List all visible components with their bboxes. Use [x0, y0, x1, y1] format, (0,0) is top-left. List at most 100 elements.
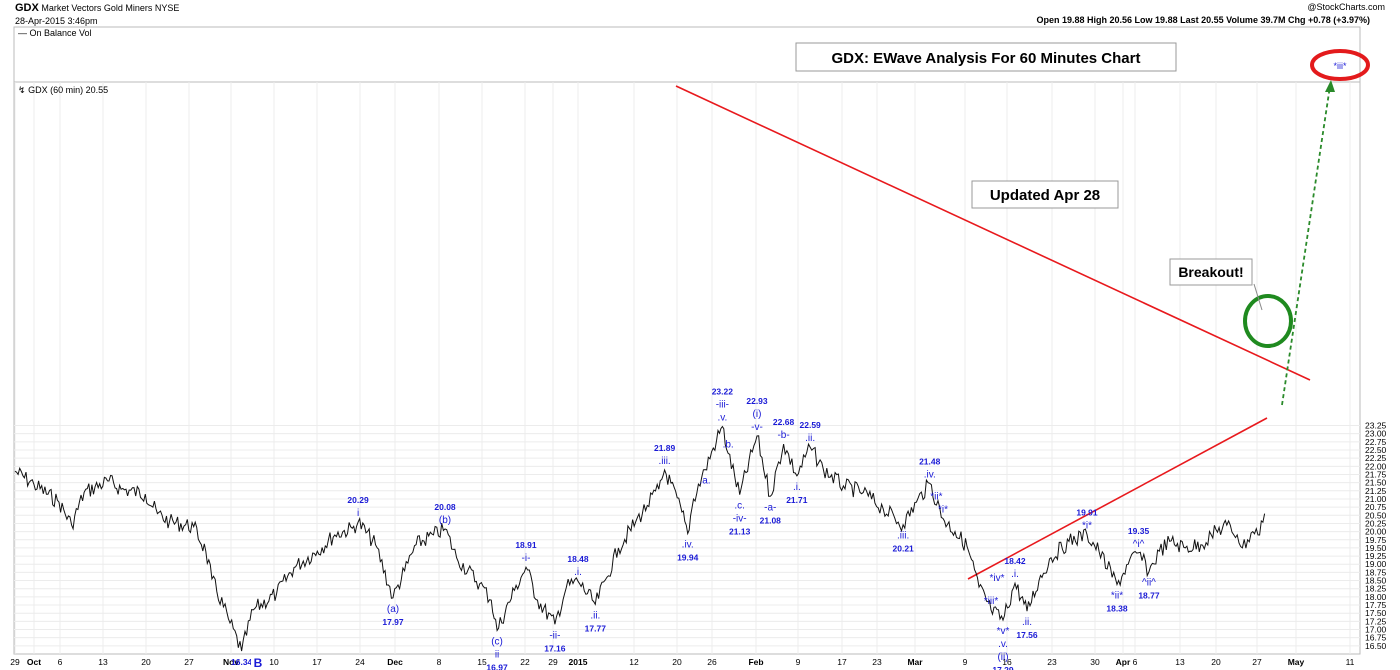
title-box [795, 42, 1177, 72]
x-tick-label: Dec [387, 657, 403, 667]
trendlines [675, 85, 1311, 580]
y-tick-label: 17.50 [1365, 608, 1387, 618]
wave-count-label: (b) [439, 515, 451, 526]
x-axis-ticks: 29 Oct 6 13 20 27 Nov 10 17 24 Dec 8 15 22 29 2015 12 20 2… [10, 657, 1354, 667]
wave-count-label: .c. [734, 501, 745, 512]
wave-price-label: 18.38 [1106, 603, 1128, 613]
x-tick-label: 17 [312, 657, 322, 667]
b-marker: B [254, 656, 263, 670]
upper-resistance-line [675, 85, 1311, 381]
wave-count-label: ^ii^ [1142, 578, 1156, 589]
x-tick-label: 27 [1252, 657, 1262, 667]
wave-price-label: 21.48 [919, 456, 941, 466]
x-tick-label: 27 [184, 657, 194, 667]
wave-count-label: -ii- [549, 630, 560, 641]
wave-price-label: 20.29 [347, 495, 369, 505]
callout-text: Breakout! [1178, 264, 1243, 280]
wave-count-label: *iv* [989, 573, 1004, 584]
wave-price-label: 18.91 [515, 540, 537, 550]
wave-price-label: 21.13 [729, 527, 751, 537]
x-tick-label: May [1288, 657, 1305, 667]
y-tick-label: 18.50 [1365, 576, 1387, 586]
series-text: GDX (60 min) 20.55 [28, 85, 109, 95]
wave-price-label: 21.89 [654, 443, 676, 453]
wave-count-label: .v. [998, 639, 1008, 650]
y-tick-label: 21.25 [1365, 486, 1387, 496]
y-tick-label: 23.25 [1365, 421, 1387, 431]
x-tick-label: Nov [223, 657, 239, 667]
y-tick-label: 18.75 [1365, 567, 1387, 577]
x-tick-label: 6 [1133, 657, 1138, 667]
wave-price-label: 17.56 [1016, 630, 1038, 640]
wave-price-label: 16.97 [486, 662, 508, 670]
wave-price-label: 21.08 [760, 515, 782, 525]
wave-count-label: -iii- [716, 399, 729, 410]
x-tick-label: 29 [10, 657, 20, 667]
wave-price-label: 17.97 [382, 617, 404, 627]
wave-price-label: 22.93 [746, 396, 768, 406]
x-tick-label: 15 [477, 657, 487, 667]
y-tick-label: 19.00 [1365, 559, 1387, 569]
wave-count-label: ii [495, 649, 499, 660]
wave-price-label: 18.77 [1138, 591, 1160, 601]
y-tick-label: 17.25 [1365, 616, 1387, 626]
wave-count-label: -a- [764, 502, 776, 513]
callout-box [1169, 258, 1253, 286]
wave-count-label: .i. [793, 482, 801, 493]
y-tick-label: 19.75 [1365, 535, 1387, 545]
wave-count-label: .i. [574, 567, 582, 578]
b-marker-box [251, 656, 265, 669]
projection-arrowhead [1325, 80, 1335, 92]
wave-count-label: .iv. [924, 469, 936, 480]
chart-title: GDX: EWave Analysis For 60 Minutes Chart [832, 50, 1141, 67]
wave-count-label: -v- [751, 422, 763, 433]
breakout-circle [1243, 294, 1293, 348]
x-tick-label: 13 [98, 657, 108, 667]
x-tick-label: 2015 [569, 657, 588, 667]
plot-frame [13, 81, 1361, 655]
y-tick-label: 17.75 [1365, 600, 1387, 610]
wave-price-label: 19.91 [1076, 508, 1098, 518]
x-tick-label: 20 [1211, 657, 1221, 667]
x-tick-label: Mar [907, 657, 923, 667]
x-tick-label: 20 [141, 657, 151, 667]
wave-price-label: 18.42 [1004, 556, 1026, 566]
series-icon: ↯ [18, 85, 26, 95]
wave-price-label: 18.48 [567, 554, 589, 564]
wave-count-label: (ii) [997, 652, 1008, 663]
lower-support-line [967, 417, 1268, 580]
target-ellipse [1310, 49, 1370, 81]
wave-count-label: .ii. [805, 433, 815, 444]
y-tick-label: 18.00 [1365, 592, 1387, 602]
wave-price-label: 23.22 [712, 386, 734, 396]
y-tick-label: 16.75 [1365, 633, 1387, 643]
wave-count-label: *v* [997, 626, 1010, 637]
y-tick-label: 22.75 [1365, 437, 1387, 447]
wave-count-label: i [357, 508, 359, 519]
x-tick-label: 16 [1002, 657, 1012, 667]
wave-count-label: .iii. [658, 456, 670, 467]
wave-count-label: *iii* [984, 596, 999, 607]
wave-price-label: 17.77 [585, 623, 607, 633]
wave-count-label: ^i^ [1133, 539, 1145, 550]
callout-pointer [1253, 283, 1263, 311]
y-axis-ticks: 16.5016.7517.0017.2517.5017.7518.0018.25… [1365, 421, 1387, 651]
ticker-symbol: GDX [15, 2, 39, 14]
quote-line: Open 19.88 High 20.56 Low 19.88 Last 20.… [1036, 15, 1370, 25]
copyright: @StockCharts.com [1307, 2, 1385, 12]
wave-labels: 16.34 20.29 i (a) 17.97 20.08 (b) (c) ii 16.97 18.… [231, 386, 1160, 670]
x-tick-label: 12 [629, 657, 639, 667]
y-tick-label: 19.25 [1365, 551, 1387, 561]
ticker-line: GDX Market Vectors Gold Miners NYSE [15, 2, 179, 14]
y-tick-label: 22.00 [1365, 461, 1387, 471]
y-tick-label: 22.25 [1365, 453, 1387, 463]
x-tick-label: 23 [1047, 657, 1057, 667]
wave-count-label: .iii. [897, 531, 909, 542]
y-tick-label: 21.00 [1365, 494, 1387, 504]
wave-price-label: 22.68 [773, 417, 795, 427]
target-label: *iii* [1333, 61, 1347, 71]
wave-count-label: .ii. [1022, 617, 1032, 628]
x-tick-label: 22 [520, 657, 530, 667]
wave-price-label: 16.34 [231, 657, 253, 667]
y-tick-label: 17.00 [1365, 625, 1387, 635]
